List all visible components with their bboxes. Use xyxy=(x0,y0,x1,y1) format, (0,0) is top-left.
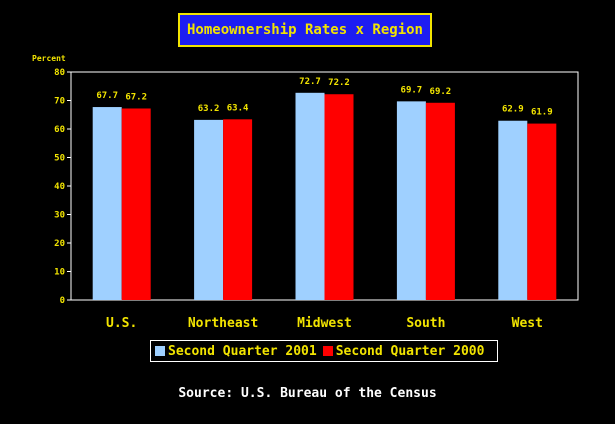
y-tick-label: 30 xyxy=(54,211,65,221)
y-tick-label: 70 xyxy=(54,97,65,107)
bar xyxy=(527,123,557,301)
bar xyxy=(92,107,122,301)
bar-value-label: 62.9 xyxy=(502,105,524,115)
y-tick-label: 0 xyxy=(60,296,65,306)
bar-value-label: 69.2 xyxy=(430,87,452,97)
y-tick-label: 20 xyxy=(54,239,65,249)
y-tick-label: 40 xyxy=(54,182,65,192)
x-tick-label: U.S. xyxy=(106,316,137,331)
x-tick-label: Northeast xyxy=(188,316,258,331)
legend-item-2001: Second Quarter 2001 xyxy=(155,344,317,359)
x-tick-label: Midwest xyxy=(297,316,352,331)
bar xyxy=(121,108,151,300)
bar-value-label: 61.9 xyxy=(531,108,553,118)
y-tick-label: 10 xyxy=(54,268,65,278)
bar xyxy=(425,102,455,300)
legend-swatch-2001 xyxy=(155,346,165,356)
source-note: Source: U.S. Bureau of the Census xyxy=(178,386,437,401)
bar xyxy=(396,101,426,300)
bar-value-label: 63.2 xyxy=(198,104,220,114)
bar-value-label: 69.7 xyxy=(401,85,423,95)
legend-label-2000: Second Quarter 2000 xyxy=(335,343,485,359)
x-tick-label: West xyxy=(512,316,543,331)
y-tick-label: 50 xyxy=(54,154,65,164)
chart-title: Homeownership Rates x Region xyxy=(178,13,432,47)
y-tick-label: 80 xyxy=(54,68,65,78)
y-tick-label: 60 xyxy=(54,125,65,135)
legend-item-2000: Second Quarter 2000 xyxy=(322,343,485,359)
legend-label-2001: Second Quarter 2001 xyxy=(168,343,317,359)
bar-value-label: 72.7 xyxy=(299,77,321,87)
bar xyxy=(498,120,528,300)
x-tick-label: South xyxy=(406,316,445,331)
bar xyxy=(295,92,325,301)
bar xyxy=(324,94,354,300)
legend-swatch-2000 xyxy=(322,346,333,356)
bar-value-label: 63.4 xyxy=(227,103,249,113)
bar xyxy=(194,119,224,300)
bar-value-label: 72.2 xyxy=(328,78,350,88)
chart-legend: Second Quarter 2001 Second Quarter 2000 xyxy=(150,340,498,362)
bar-value-label: 67.2 xyxy=(125,92,147,102)
bar-value-label: 67.7 xyxy=(96,91,118,101)
y-axis-label: Percent xyxy=(32,54,66,63)
bar xyxy=(223,119,253,300)
